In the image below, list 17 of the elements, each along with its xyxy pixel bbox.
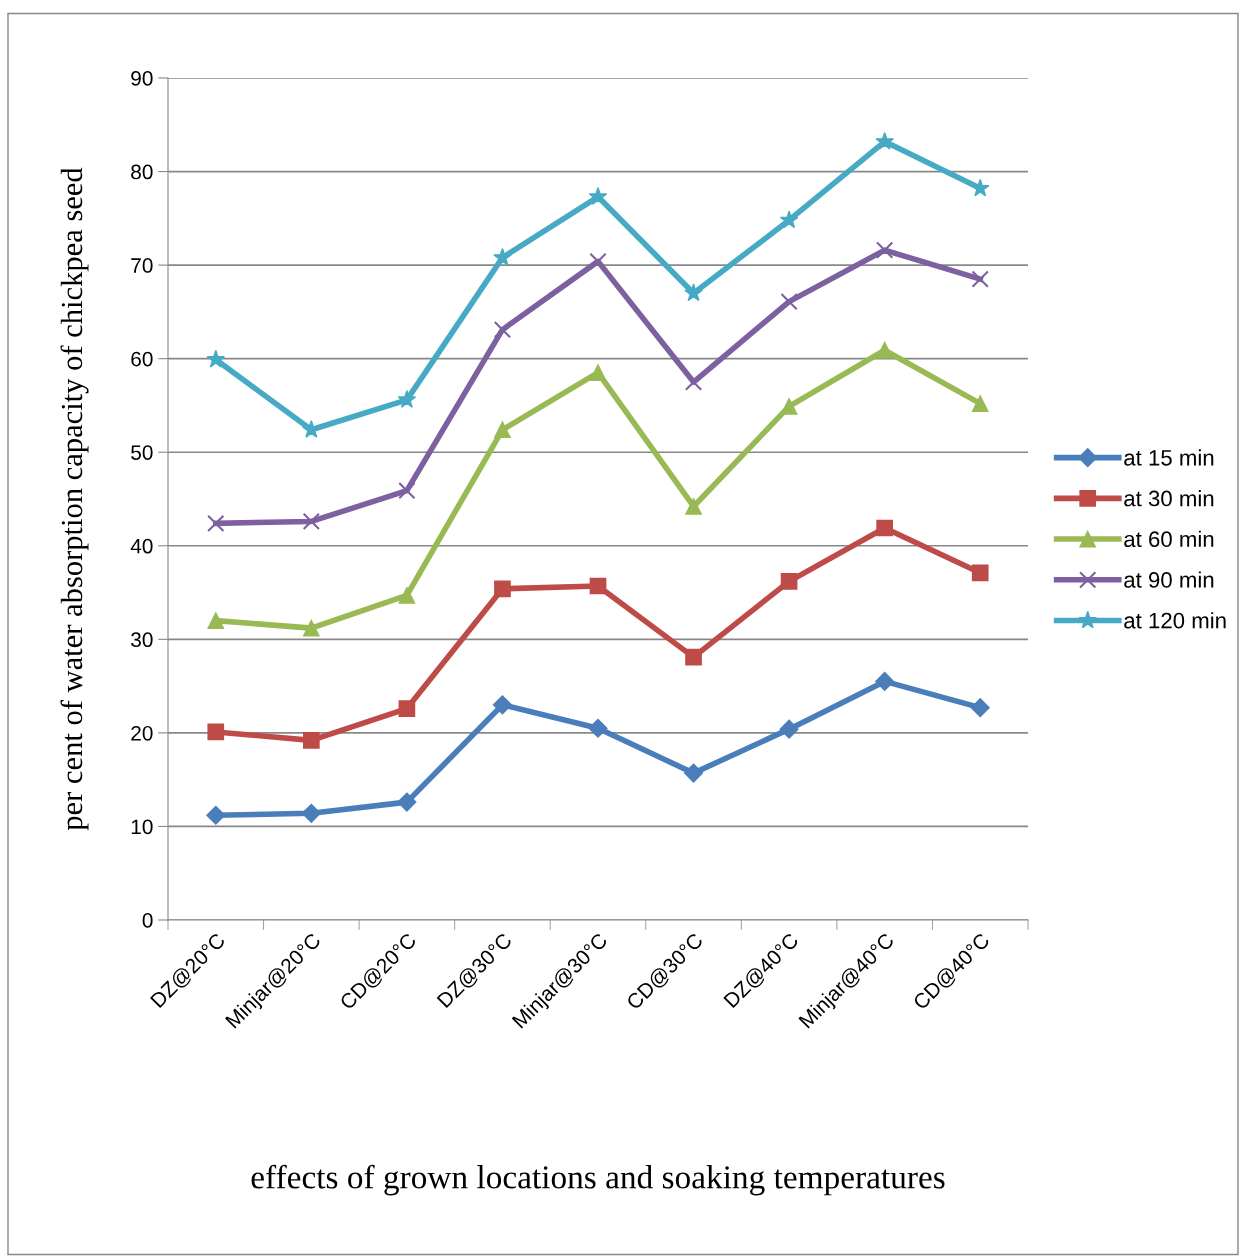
legend-label: at 120 min — [1124, 612, 1226, 629]
y-tick-label: 40 — [130, 538, 153, 554]
y-tick-label: 90 — [131, 71, 153, 86]
y-tick-label: 70 — [131, 258, 153, 273]
x-axis-title: effects of grown locations and soaking temperatures — [251, 1164, 945, 1196]
y-tick-label: 0 — [142, 913, 153, 928]
y-tick-label: 60 — [131, 351, 153, 367]
legend-label: at 30 min — [1124, 490, 1214, 507]
legend-label: at 60 min — [1124, 530, 1214, 548]
y-tick-label: 20 — [131, 725, 153, 741]
y-tick-label: 30 — [131, 632, 153, 648]
y-tick-label: 10 — [131, 819, 153, 835]
legend-label: at 15 min — [1124, 449, 1214, 466]
legend-label: at 90 min — [1124, 571, 1214, 588]
y-axis-title: per cent of water absorption capacity of chickpea seed — [60, 167, 89, 831]
y-tick-label: 80 — [131, 164, 153, 180]
y-tick-label: 50 — [131, 445, 153, 460]
